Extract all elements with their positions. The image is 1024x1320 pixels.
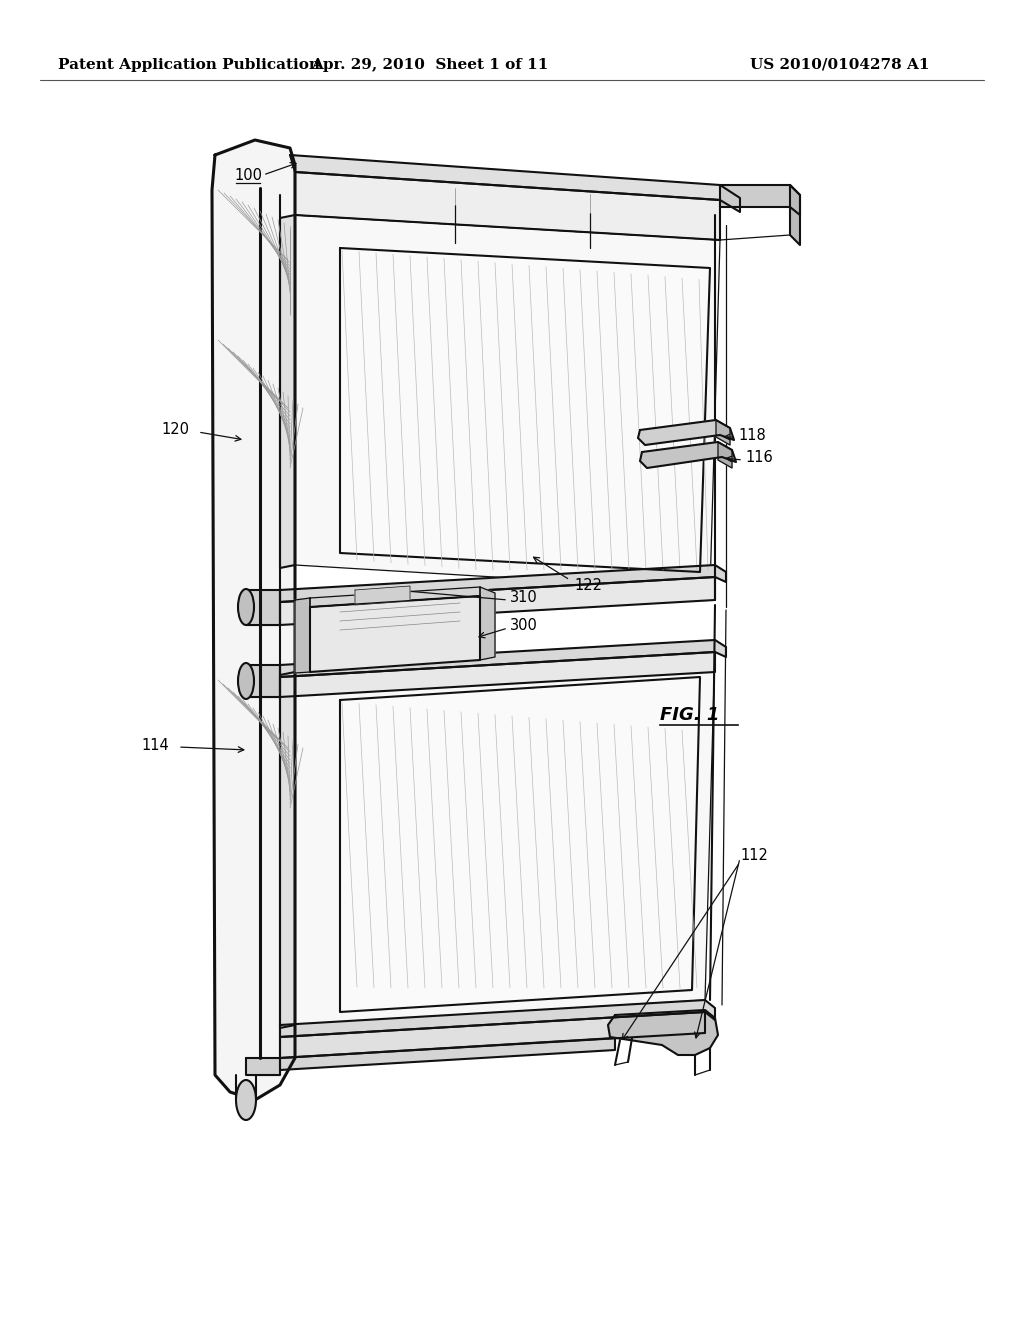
Polygon shape: [280, 565, 726, 602]
Ellipse shape: [238, 589, 254, 624]
Polygon shape: [246, 1059, 280, 1074]
Polygon shape: [280, 1012, 705, 1059]
Text: 118: 118: [738, 428, 766, 442]
Polygon shape: [246, 590, 280, 624]
Text: 120: 120: [161, 422, 189, 437]
Polygon shape: [716, 420, 730, 445]
Polygon shape: [280, 1001, 715, 1038]
Polygon shape: [340, 248, 710, 572]
Text: Apr. 29, 2010  Sheet 1 of 11: Apr. 29, 2010 Sheet 1 of 11: [311, 58, 549, 73]
Polygon shape: [280, 652, 715, 697]
Text: 112: 112: [740, 847, 768, 862]
Ellipse shape: [236, 1080, 256, 1119]
Text: 114: 114: [141, 738, 169, 752]
Polygon shape: [212, 140, 295, 1100]
Text: 100: 100: [234, 168, 262, 182]
Text: 310: 310: [510, 590, 538, 605]
Polygon shape: [310, 597, 480, 672]
Polygon shape: [638, 420, 734, 445]
Polygon shape: [280, 672, 295, 1028]
Polygon shape: [295, 215, 720, 590]
Polygon shape: [640, 442, 736, 469]
Text: 122: 122: [574, 578, 602, 593]
Polygon shape: [280, 640, 726, 677]
Polygon shape: [340, 677, 700, 1012]
Polygon shape: [355, 586, 410, 605]
Text: 116: 116: [745, 450, 773, 466]
Polygon shape: [280, 215, 295, 568]
Text: 300: 300: [510, 618, 538, 632]
Polygon shape: [790, 185, 800, 246]
Polygon shape: [280, 1038, 615, 1071]
Polygon shape: [280, 577, 715, 624]
Ellipse shape: [238, 663, 254, 700]
Text: FIG. 1: FIG. 1: [660, 706, 720, 723]
Polygon shape: [290, 154, 740, 213]
Polygon shape: [310, 587, 480, 607]
Polygon shape: [246, 665, 280, 697]
Polygon shape: [480, 587, 495, 660]
Polygon shape: [718, 442, 732, 469]
Polygon shape: [608, 1010, 718, 1055]
Polygon shape: [720, 185, 800, 215]
Text: Patent Application Publication: Patent Application Publication: [58, 58, 319, 73]
Polygon shape: [295, 598, 310, 673]
Polygon shape: [295, 172, 720, 240]
Polygon shape: [295, 647, 715, 1026]
Text: US 2010/0104278 A1: US 2010/0104278 A1: [750, 58, 930, 73]
